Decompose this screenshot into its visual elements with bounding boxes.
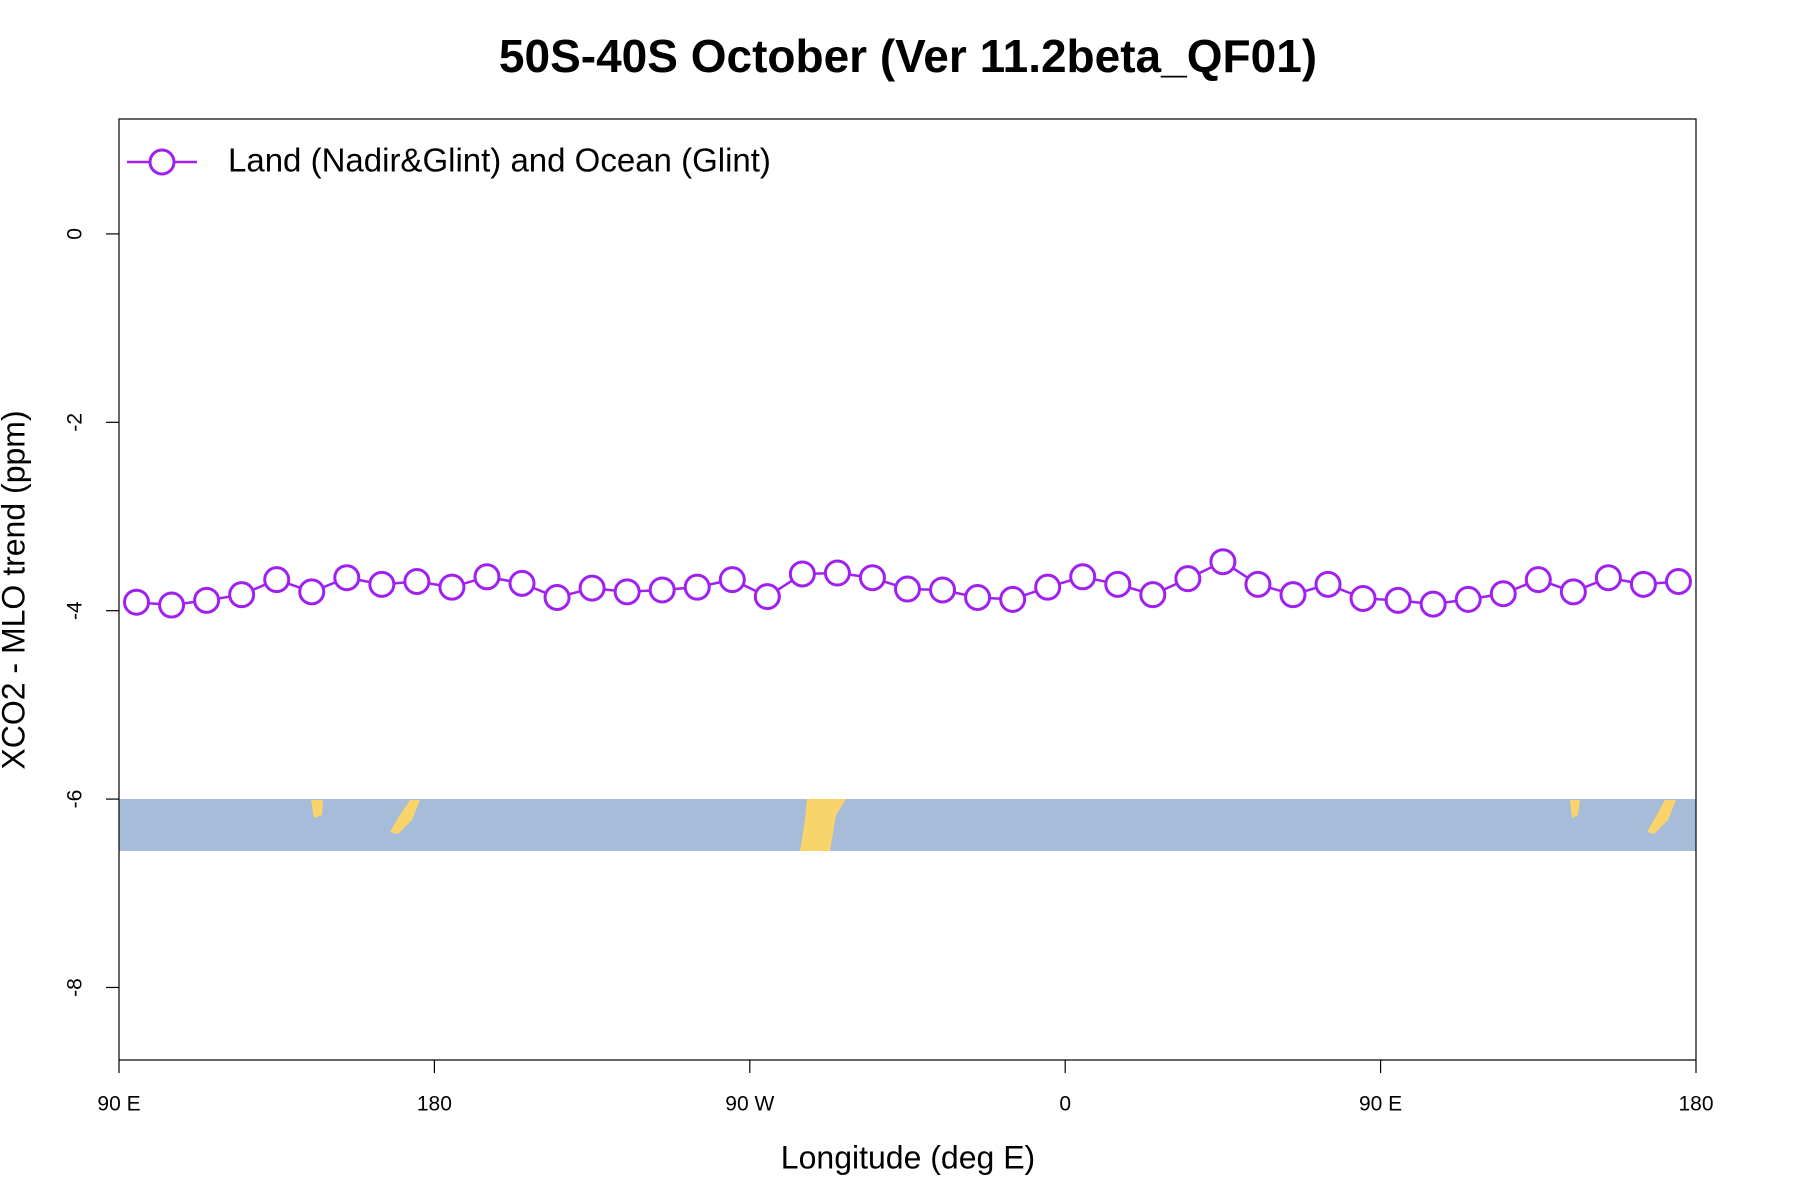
y-tick-label: -4 — [64, 601, 87, 620]
land — [311, 800, 323, 818]
point — [1209, 548, 1237, 576]
point — [368, 570, 396, 598]
point — [298, 578, 326, 606]
land — [800, 799, 846, 851]
point — [999, 585, 1027, 613]
point — [1419, 590, 1447, 618]
point — [1664, 567, 1692, 595]
point — [1559, 578, 1587, 606]
point — [929, 576, 957, 604]
point — [1034, 573, 1062, 601]
x-tick-label: 90 E — [97, 1093, 140, 1116]
point — [648, 576, 676, 604]
x-tick-label: 180 — [1678, 1093, 1713, 1116]
point — [613, 578, 641, 606]
point — [1244, 570, 1272, 598]
point — [578, 574, 606, 602]
ocean — [119, 799, 1696, 851]
point — [193, 586, 221, 614]
point — [1594, 564, 1622, 592]
point — [964, 584, 992, 612]
point — [228, 581, 256, 609]
point — [1489, 580, 1517, 608]
x-tick-label: 180 — [417, 1093, 452, 1116]
point — [508, 569, 536, 597]
point — [1454, 585, 1482, 613]
point — [1629, 570, 1657, 598]
point — [1139, 581, 1167, 609]
point — [718, 566, 746, 594]
y-tick-label: -2 — [64, 413, 87, 432]
y-axis-label: XCO2 - MLO trend (ppm) — [0, 410, 31, 769]
point — [158, 591, 186, 619]
point — [123, 588, 151, 616]
point — [543, 584, 571, 612]
point — [858, 564, 886, 592]
point — [403, 567, 431, 595]
land — [390, 800, 420, 834]
point — [1349, 584, 1377, 612]
legend-marker — [148, 148, 176, 176]
point — [683, 573, 711, 601]
y-tick-label: -6 — [64, 790, 87, 809]
x-tick-label: 90 E — [1359, 1093, 1402, 1116]
point — [1524, 566, 1552, 594]
point — [1104, 570, 1132, 598]
point — [1314, 570, 1342, 598]
legend: Land (Nadir&Glint) and Ocean (Glint) — [127, 142, 771, 179]
point — [788, 560, 816, 588]
point — [1279, 581, 1307, 609]
point — [1174, 565, 1202, 593]
point — [438, 573, 466, 601]
chart-title: 50S-40S October (Ver 11.2beta_QF01) — [499, 30, 1317, 82]
point — [1069, 563, 1097, 591]
map-strip — [119, 799, 1696, 851]
legend-label: Land (Nadir&Glint) and Ocean (Glint) — [228, 142, 771, 179]
point — [333, 564, 361, 592]
point — [894, 575, 921, 603]
y-tick-label: -8 — [64, 978, 87, 997]
point — [263, 566, 291, 594]
land — [1647, 800, 1676, 834]
x-tick-label: 90 W — [725, 1093, 774, 1116]
point — [823, 559, 851, 587]
x-axis-label: Longitude (deg E) — [781, 1139, 1035, 1175]
y-tick-label: 0 — [64, 228, 87, 240]
plot-frame — [118, 118, 1697, 1061]
x-tick-label: 0 — [1059, 1093, 1071, 1116]
point — [753, 583, 781, 611]
point — [1384, 586, 1412, 614]
land — [1570, 800, 1580, 818]
point — [473, 563, 501, 591]
